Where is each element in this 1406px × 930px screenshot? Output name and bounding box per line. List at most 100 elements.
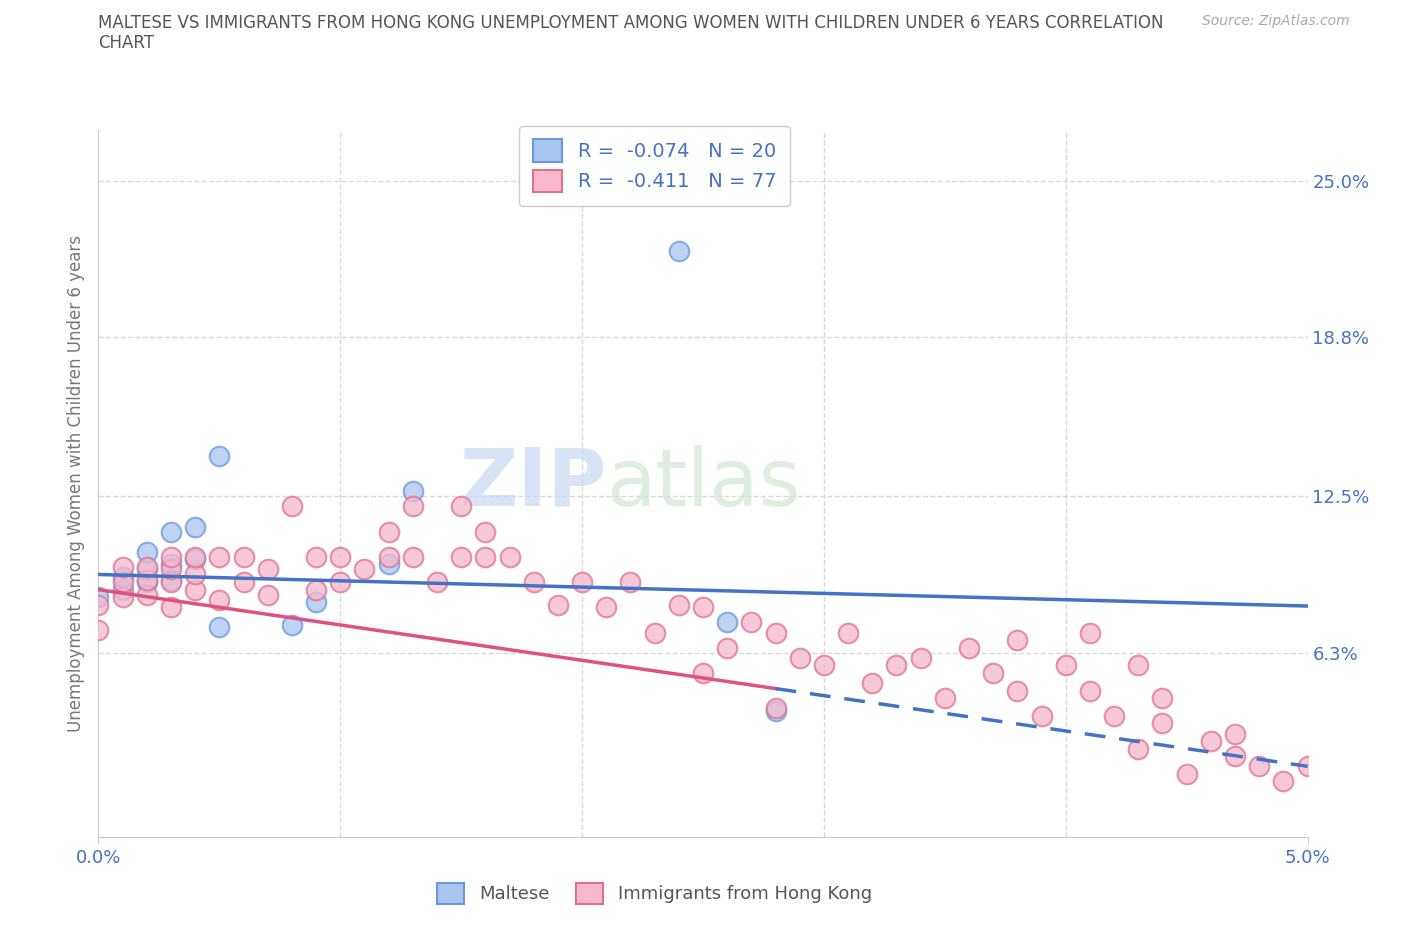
Point	[474, 550, 496, 565]
Point	[619, 575, 641, 590]
Point	[329, 575, 352, 590]
Point	[208, 448, 231, 463]
Point	[208, 592, 231, 607]
Point	[329, 550, 352, 565]
Point	[87, 597, 110, 612]
Point	[160, 525, 183, 539]
Point	[135, 560, 157, 575]
Point	[426, 575, 449, 590]
Point	[765, 701, 787, 716]
Point	[377, 525, 399, 539]
Point	[160, 575, 183, 590]
Point	[1007, 684, 1029, 698]
Point	[305, 582, 328, 597]
Point	[644, 625, 666, 640]
Point	[402, 498, 425, 513]
Point	[1223, 749, 1246, 764]
Point	[87, 622, 110, 637]
Point	[135, 575, 157, 590]
Point	[160, 562, 183, 577]
Legend: Maltese, Immigrants from Hong Kong: Maltese, Immigrants from Hong Kong	[429, 874, 882, 912]
Point	[1102, 709, 1125, 724]
Text: Source: ZipAtlas.com: Source: ZipAtlas.com	[1202, 14, 1350, 28]
Point	[1007, 632, 1029, 647]
Point	[910, 650, 932, 665]
Point	[305, 595, 328, 610]
Point	[160, 600, 183, 615]
Point	[668, 244, 690, 259]
Point	[1152, 691, 1174, 706]
Point	[981, 666, 1004, 681]
Point	[450, 498, 472, 513]
Text: CHART: CHART	[98, 34, 155, 52]
Point	[547, 597, 569, 612]
Point	[957, 640, 980, 655]
Point	[111, 590, 134, 604]
Point	[692, 600, 714, 615]
Point	[1296, 759, 1319, 774]
Point	[377, 557, 399, 572]
Text: MALTESE VS IMMIGRANTS FROM HONG KONG UNEMPLOYMENT AMONG WOMEN WITH CHILDREN UNDE: MALTESE VS IMMIGRANTS FROM HONG KONG UNE…	[98, 14, 1164, 32]
Point	[716, 615, 738, 630]
Point	[135, 587, 157, 602]
Point	[740, 615, 762, 630]
Point	[232, 550, 254, 565]
Point	[1199, 734, 1222, 749]
Point	[1078, 625, 1101, 640]
Point	[450, 550, 472, 565]
Point	[1128, 741, 1150, 756]
Point	[135, 562, 157, 577]
Point	[1128, 658, 1150, 672]
Point	[111, 569, 134, 584]
Point	[184, 567, 207, 582]
Point	[111, 575, 134, 590]
Point	[232, 575, 254, 590]
Point	[498, 550, 520, 565]
Point	[135, 544, 157, 559]
Point	[934, 691, 956, 706]
Point	[813, 658, 835, 672]
Point	[111, 582, 134, 597]
Text: ZIP: ZIP	[458, 445, 606, 523]
Point	[765, 703, 787, 718]
Point	[402, 484, 425, 498]
Point	[184, 582, 207, 597]
Point	[523, 575, 546, 590]
Y-axis label: Unemployment Among Women with Children Under 6 years: Unemployment Among Women with Children U…	[66, 235, 84, 732]
Point	[256, 562, 278, 577]
Point	[87, 590, 110, 604]
Point	[281, 618, 304, 632]
Text: atlas: atlas	[606, 445, 800, 523]
Point	[208, 620, 231, 635]
Point	[208, 550, 231, 565]
Point	[184, 551, 207, 566]
Point	[789, 650, 811, 665]
Point	[111, 560, 134, 575]
Point	[1031, 709, 1053, 724]
Point	[765, 625, 787, 640]
Point	[1272, 774, 1295, 789]
Point	[595, 600, 617, 615]
Point	[377, 550, 399, 565]
Point	[716, 640, 738, 655]
Point	[135, 572, 157, 587]
Point	[402, 550, 425, 565]
Point	[256, 587, 278, 602]
Point	[184, 519, 207, 534]
Point	[886, 658, 908, 672]
Point	[668, 597, 690, 612]
Point	[1152, 716, 1174, 731]
Point	[1078, 684, 1101, 698]
Point	[281, 498, 304, 513]
Point	[305, 550, 328, 565]
Point	[860, 675, 883, 690]
Point	[160, 557, 183, 572]
Point	[692, 666, 714, 681]
Point	[353, 562, 375, 577]
Point	[571, 575, 593, 590]
Point	[184, 550, 207, 565]
Point	[837, 625, 859, 640]
Point	[1223, 726, 1246, 741]
Point	[160, 572, 183, 587]
Point	[1175, 766, 1198, 781]
